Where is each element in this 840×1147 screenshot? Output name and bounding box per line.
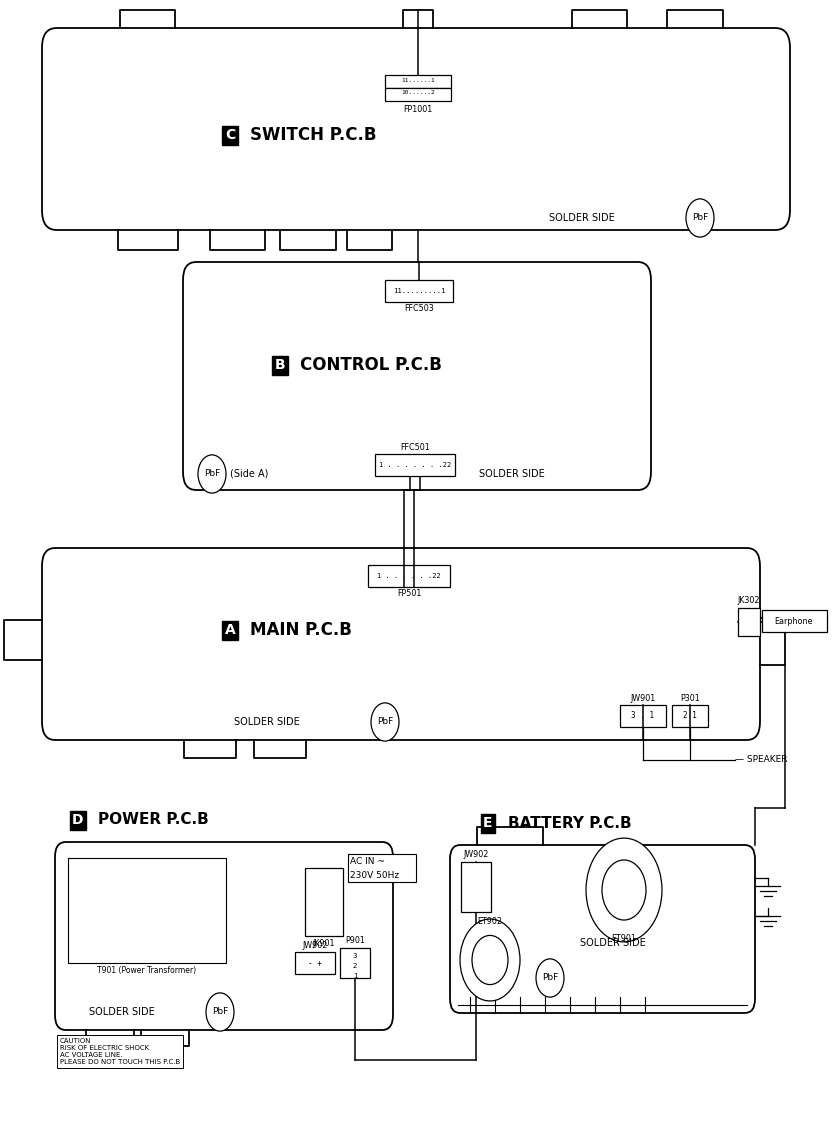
- Text: ET902: ET902: [477, 916, 502, 926]
- FancyBboxPatch shape: [42, 548, 760, 740]
- Text: SOLDER SIDE: SOLDER SIDE: [480, 469, 545, 479]
- FancyBboxPatch shape: [42, 28, 790, 231]
- Circle shape: [472, 936, 508, 984]
- Bar: [305, 868, 343, 936]
- Bar: [762, 610, 827, 632]
- Circle shape: [602, 860, 646, 920]
- Bar: [461, 863, 491, 912]
- Text: AC IN ~: AC IN ~: [350, 858, 385, 866]
- Text: C: C: [225, 128, 235, 142]
- Text: PbF: PbF: [204, 469, 220, 478]
- Text: FFC501: FFC501: [400, 443, 430, 452]
- Text: D: D: [72, 813, 84, 827]
- Text: - +: - +: [308, 959, 322, 968]
- Text: Earphone: Earphone: [774, 616, 813, 625]
- Text: E: E: [483, 816, 493, 830]
- Bar: [375, 454, 455, 476]
- Bar: [295, 952, 335, 974]
- Circle shape: [198, 455, 226, 493]
- Text: FP1001: FP1001: [403, 106, 433, 114]
- Text: SOLDER SIDE: SOLDER SIDE: [580, 938, 646, 949]
- Text: SWITCH P.C.B: SWITCH P.C.B: [250, 126, 376, 145]
- Circle shape: [586, 838, 662, 942]
- Text: (Side A): (Side A): [230, 469, 268, 479]
- Bar: [385, 280, 453, 302]
- Text: SOLDER SIDE: SOLDER SIDE: [549, 213, 615, 223]
- Text: B: B: [275, 358, 286, 372]
- Bar: [340, 949, 370, 978]
- Text: SOLDER SIDE: SOLDER SIDE: [89, 1007, 155, 1017]
- Text: 2 1: 2 1: [683, 711, 697, 720]
- Text: ET901: ET901: [612, 934, 637, 943]
- Text: JK901: JK901: [312, 939, 335, 949]
- Text: JW901: JW901: [630, 694, 656, 703]
- Text: FP501: FP501: [396, 590, 421, 598]
- Text: P301: P301: [680, 694, 700, 703]
- Text: 1 . . . . . .22: 1 . . . . . .22: [377, 574, 441, 579]
- Bar: [738, 608, 760, 635]
- Text: FFC503: FFC503: [404, 304, 434, 313]
- Text: JK302: JK302: [738, 596, 760, 604]
- Text: 10......2: 10......2: [402, 91, 435, 95]
- Text: 3 . 1: 3 . 1: [632, 711, 654, 720]
- FancyBboxPatch shape: [183, 262, 651, 490]
- Text: JW902: JW902: [302, 941, 328, 950]
- Text: A: A: [224, 623, 235, 637]
- Text: PbF: PbF: [377, 718, 393, 726]
- Bar: [385, 88, 451, 101]
- Bar: [385, 75, 451, 88]
- Text: — SPEAKER: — SPEAKER: [735, 756, 788, 765]
- Text: 1: 1: [353, 973, 357, 980]
- Text: MAIN P.C.B: MAIN P.C.B: [250, 621, 352, 639]
- Text: T901 (Power Transformer): T901 (Power Transformer): [97, 966, 197, 975]
- Text: BATTERY P.C.B: BATTERY P.C.B: [508, 816, 632, 830]
- Text: 230V 50Hz: 230V 50Hz: [350, 872, 399, 881]
- Circle shape: [686, 198, 714, 237]
- Bar: [348, 855, 416, 882]
- Text: PbF: PbF: [692, 213, 708, 223]
- Circle shape: [460, 919, 520, 1001]
- Text: PbF: PbF: [212, 1007, 228, 1016]
- FancyBboxPatch shape: [55, 842, 393, 1030]
- Bar: [620, 705, 666, 727]
- Circle shape: [536, 959, 564, 997]
- Bar: [368, 565, 450, 587]
- Circle shape: [371, 703, 399, 741]
- Text: 2: 2: [353, 963, 357, 969]
- Text: POWER P.C.B: POWER P.C.B: [98, 812, 209, 827]
- Text: 3: 3: [353, 953, 357, 959]
- Text: 11......1: 11......1: [402, 78, 435, 84]
- Text: SOLDER SIDE: SOLDER SIDE: [234, 717, 300, 727]
- Text: P901: P901: [345, 936, 365, 945]
- Text: CONTROL P.C.B: CONTROL P.C.B: [300, 356, 442, 374]
- Bar: [68, 858, 226, 963]
- Text: CAUTION
RISK OF ELECTRIC SHOCK
AC VOLTAGE LINE.
PLEASE DO NOT TOUCH THIS P.C.B: CAUTION RISK OF ELECTRIC SHOCK AC VOLTAG…: [60, 1038, 181, 1066]
- Bar: [672, 705, 708, 727]
- Text: PbF: PbF: [542, 974, 558, 983]
- Text: 11.........1: 11.........1: [393, 288, 445, 294]
- FancyBboxPatch shape: [450, 845, 755, 1013]
- Text: JW902: JW902: [464, 850, 489, 859]
- Text: 1 . . . . . . .22: 1 . . . . . . .22: [379, 462, 451, 468]
- Circle shape: [206, 993, 234, 1031]
